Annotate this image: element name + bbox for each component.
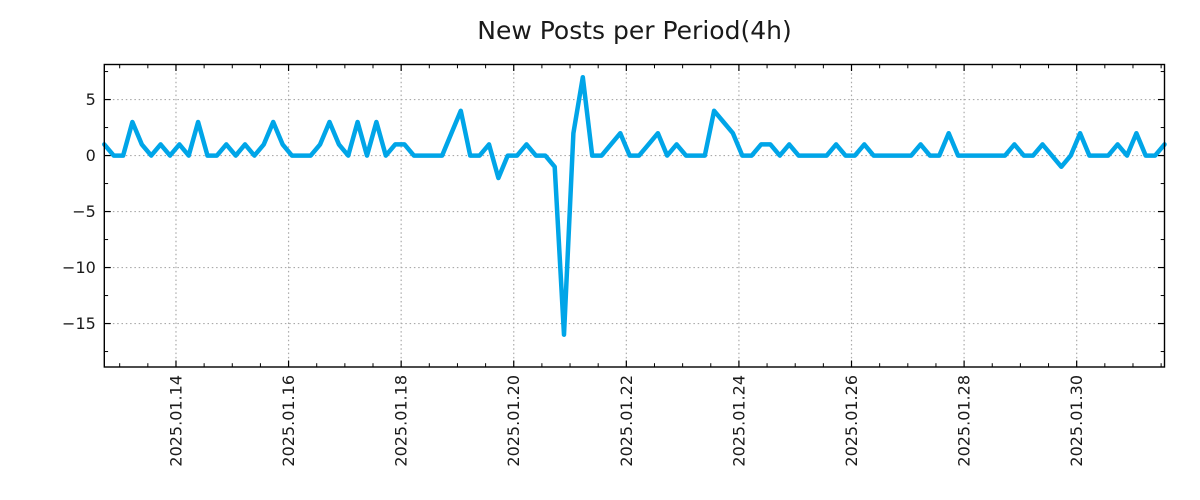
x-tick-label: 2025.01.14 [166,375,185,467]
y-tick-label: −5 [72,202,96,221]
x-tick-label: 2025.01.26 [842,375,861,467]
data-polyline [102,74,1167,337]
x-tick-label: 2025.01.20 [504,375,523,467]
x-tick-label: 2025.01.24 [729,375,748,467]
y-tick-label: −10 [62,258,96,277]
y-tick-label: 5 [86,90,96,109]
plot-border [103,63,1166,368]
x-tick-label: 2025.01.18 [392,375,411,467]
chart-title: New Posts per Period(4h) [477,16,792,45]
x-tick-label: 2025.01.30 [1067,375,1086,467]
x-tick-label: 2025.01.22 [617,375,636,467]
x-tick-label: 2025.01.28 [955,375,974,467]
y-tick-label: −15 [62,314,96,333]
y-tick-label: 0 [86,146,96,165]
x-tick-label: 2025.01.16 [279,375,298,467]
